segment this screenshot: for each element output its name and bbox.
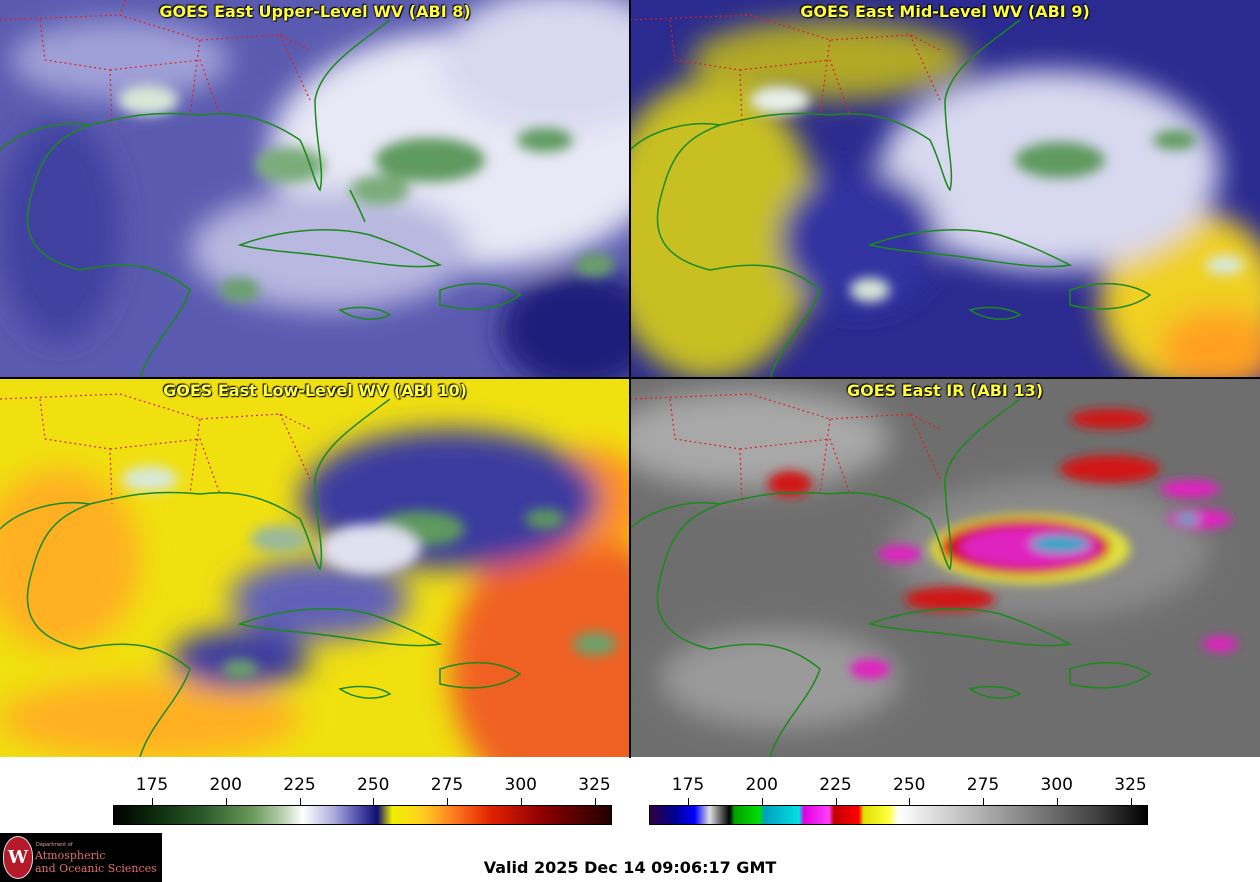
ir-tick-label: 275 [966,775,1000,795]
ir-tick-label: 175 [671,775,705,795]
panel-low-level-wv: GOES East Low-Level WV (ABI 10) [0,379,630,757]
logo-name-line2: and Oceanic Sciences [35,862,157,875]
ir-colorbar [649,805,1148,825]
panel-title-ir: GOES East IR (ABI 13) [846,381,1044,400]
ir-tick-label: 325 [1114,775,1147,795]
upper-wv-imagery [0,0,630,378]
ir-tick-label: 225 [819,775,852,795]
panel-title-mid-wv: GOES East Mid-Level WV (ABI 9) [800,2,1090,21]
wv-tick-mark [225,798,227,805]
panel-divider-horizontal [0,377,1260,379]
wv-tick-mark [299,798,301,805]
logo-name-line1: Atmospheric [35,849,106,862]
wv-tick-mark [520,798,522,805]
wv-tick-label: 175 [135,775,169,795]
wv-tick-label: 325 [578,775,611,795]
wv-colorbar [113,805,612,825]
ir-tick-label: 250 [893,775,926,795]
logo-department: Department of [36,842,73,848]
ir-tick-mark [983,798,984,805]
ir-tick-label: 300 [1040,775,1073,795]
wv-tick-label: 200 [209,775,242,795]
wv-tick-label: 275 [430,775,464,795]
low-wv-imagery [0,379,630,757]
panel-divider-vertical [629,0,631,758]
wv-tick-label: 250 [357,775,390,795]
aos-logo: W Department of Atmospheric and Oceanic … [0,833,162,882]
ir-tick-mark [761,798,763,805]
wv-tick-mark [447,798,448,805]
ir-tick-mark [835,798,837,805]
uw-seal-icon: W [3,836,33,879]
ir-tick-mark [1130,798,1132,805]
ir-tick-mark [688,798,689,805]
panel-ir: GOES East IR (ABI 13) [630,379,1260,757]
wv-tick-label: 225 [283,775,316,795]
wv-tick-mark [373,798,375,805]
ir-tick-mark [1056,798,1058,805]
wv-tick-mark [594,798,596,805]
ir-imagery [630,379,1260,757]
panel-title-low-wv: GOES East Low-Level WV (ABI 10) [163,381,467,400]
wv-tick-label: 300 [504,775,537,795]
ir-tick-mark [909,798,911,805]
valid-time: Valid 2025 Dec 14 09:06:17 GMT [483,858,777,877]
panel-mid-level-wv: GOES East Mid-Level WV (ABI 9) [630,0,1260,378]
wv-tick-mark [152,798,153,805]
panel-upper-level-wv: GOES East Upper-Level WV (ABI 8) [0,0,630,378]
mid-wv-imagery [630,0,1260,378]
ir-tick-label: 200 [745,775,778,795]
panel-title-upper-wv: GOES East Upper-Level WV (ABI 8) [159,2,471,21]
